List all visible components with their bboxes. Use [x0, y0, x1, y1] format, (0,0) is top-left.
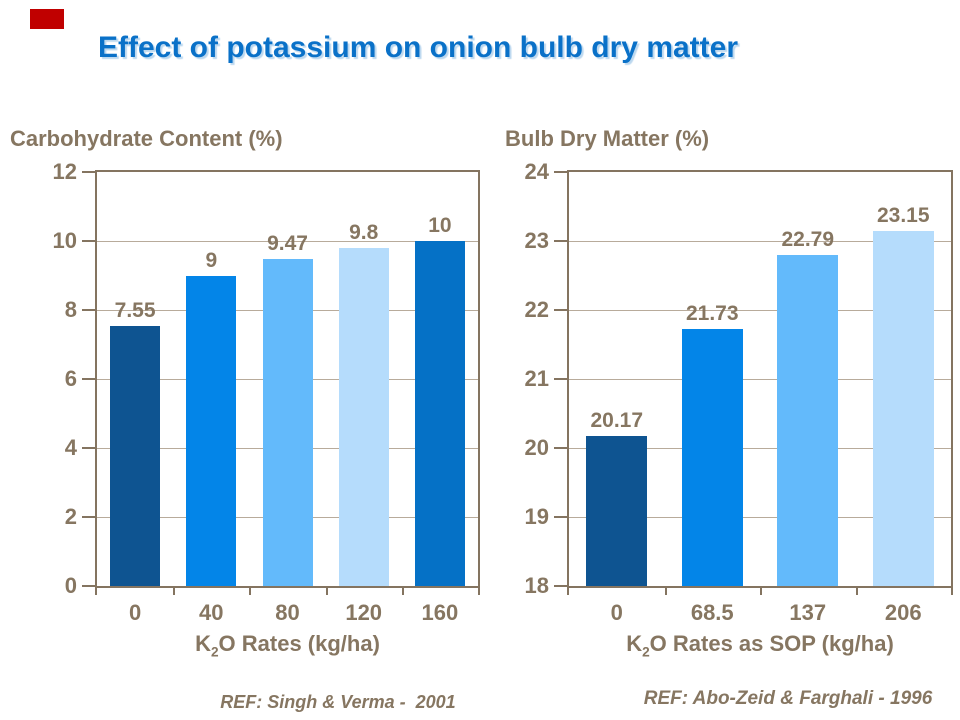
bar — [414, 241, 465, 586]
y-axis-tick — [82, 447, 95, 449]
slide-title: Effect of potassium on onion bulb dry ma… — [98, 31, 739, 64]
y-axis-tick-label: 20 — [524, 435, 549, 460]
bar — [262, 259, 313, 586]
gridline — [569, 310, 951, 311]
x-axis-tick — [173, 588, 176, 595]
bar — [777, 255, 839, 586]
y-axis-tick-label: 21 — [524, 366, 549, 391]
y-axis-tick — [554, 378, 567, 380]
y-axis-tick — [82, 309, 95, 311]
y-axis-tick — [554, 516, 567, 518]
y-axis-tick — [554, 171, 567, 173]
gridline — [97, 241, 478, 242]
x-axis-title-text: O Rates (kg/ha) — [218, 631, 380, 656]
y-axis-tick-label: 22 — [524, 297, 549, 322]
right-chart-reference: REF: Abo-Zeid & Farghali - 1996 — [643, 688, 933, 709]
x-axis-title-text: O Rates as SOP (kg/ha) — [649, 631, 894, 656]
x-axis-tick — [664, 588, 667, 595]
x-axis-tick-label: 68.5 — [690, 600, 734, 625]
gridline — [569, 241, 951, 242]
bar-value-label: 7.55 — [114, 298, 156, 322]
y-axis-tick-label: 8 — [64, 297, 77, 322]
x-axis-tick — [249, 588, 252, 595]
x-axis-tick — [567, 588, 569, 595]
bar-value-label: 22.79 — [781, 228, 835, 252]
bar — [586, 436, 648, 586]
x-axis-title: K2O Rates as SOP (kg/ha) — [590, 630, 930, 666]
x-axis-tick — [855, 588, 858, 595]
y-axis-tick-label: 0 — [64, 573, 77, 598]
y-axis-tick — [82, 378, 95, 380]
y-axis-tick — [82, 240, 95, 242]
bar-value-label: 20.17 — [590, 409, 644, 433]
bar-value-label: 9.8 — [349, 220, 379, 244]
bar — [338, 247, 389, 586]
y-axis-tick-label: 2 — [64, 504, 77, 529]
x-axis-tick — [401, 588, 404, 595]
gridline — [569, 448, 951, 449]
bar — [872, 230, 934, 586]
x-axis-tick-label: 120 — [345, 600, 383, 625]
x-axis-tick-label: 137 — [789, 600, 827, 625]
y-axis-tick — [82, 516, 95, 518]
right-chart-title: Bulb Dry Matter (%) — [505, 126, 710, 151]
x-axis-tick-label: 80 — [275, 600, 300, 625]
x-axis-title: K2O Rates (kg/ha) — [118, 630, 458, 666]
bar-value-label: 21.73 — [685, 301, 739, 325]
x-axis-tick — [95, 588, 97, 595]
x-axis-tick-label: 0 — [610, 600, 623, 625]
bar-value-label: 10 — [428, 214, 452, 237]
bar-value-label: 9 — [205, 248, 218, 272]
gridline — [569, 517, 951, 518]
y-axis-tick-label: 19 — [524, 504, 549, 529]
x-axis-tick-label: 0 — [128, 600, 142, 625]
left-chart-title: Carbohydrate Content (%) — [10, 126, 283, 151]
bar — [681, 328, 743, 586]
x-axis-title-text: K — [195, 631, 211, 656]
x-axis-tick-label: 160 — [421, 600, 459, 625]
y-axis-tick-label: 23 — [524, 228, 549, 253]
x-axis-tick-label: 206 — [884, 600, 922, 625]
gridline — [569, 379, 951, 380]
x-axis-title-subscript: 2 — [642, 644, 650, 660]
x-axis-tick — [478, 588, 480, 595]
y-axis-tick — [554, 447, 567, 449]
y-axis-tick — [554, 240, 567, 242]
bar — [186, 275, 237, 586]
x-axis-tick-label: 40 — [199, 600, 224, 625]
y-axis-tick-label: 12 — [52, 159, 77, 184]
left-chart-reference: REF: Singh & Verma - 2001 — [220, 692, 456, 712]
bar-value-label: 9.47 — [267, 232, 308, 256]
y-axis-tick — [82, 171, 95, 173]
y-axis-tick — [554, 585, 567, 587]
bar — [110, 325, 161, 586]
corner-accent-marker — [30, 9, 64, 29]
x-axis-tick — [325, 588, 328, 595]
bar-value-label: 23.15 — [876, 203, 930, 227]
y-axis-tick — [82, 585, 95, 587]
y-axis-tick-label: 10 — [52, 228, 77, 253]
x-axis-tick — [951, 588, 953, 595]
y-axis-tick — [554, 309, 567, 311]
y-axis-tick-label: 4 — [64, 435, 77, 460]
y-axis-tick-label: 18 — [524, 573, 549, 598]
x-axis-title-text: K — [626, 631, 643, 656]
x-axis-tick — [760, 588, 762, 595]
x-axis-title-subscript: 2 — [210, 644, 219, 660]
y-axis-tick-label: 24 — [524, 159, 549, 184]
y-axis-tick-label: 6 — [64, 366, 77, 391]
